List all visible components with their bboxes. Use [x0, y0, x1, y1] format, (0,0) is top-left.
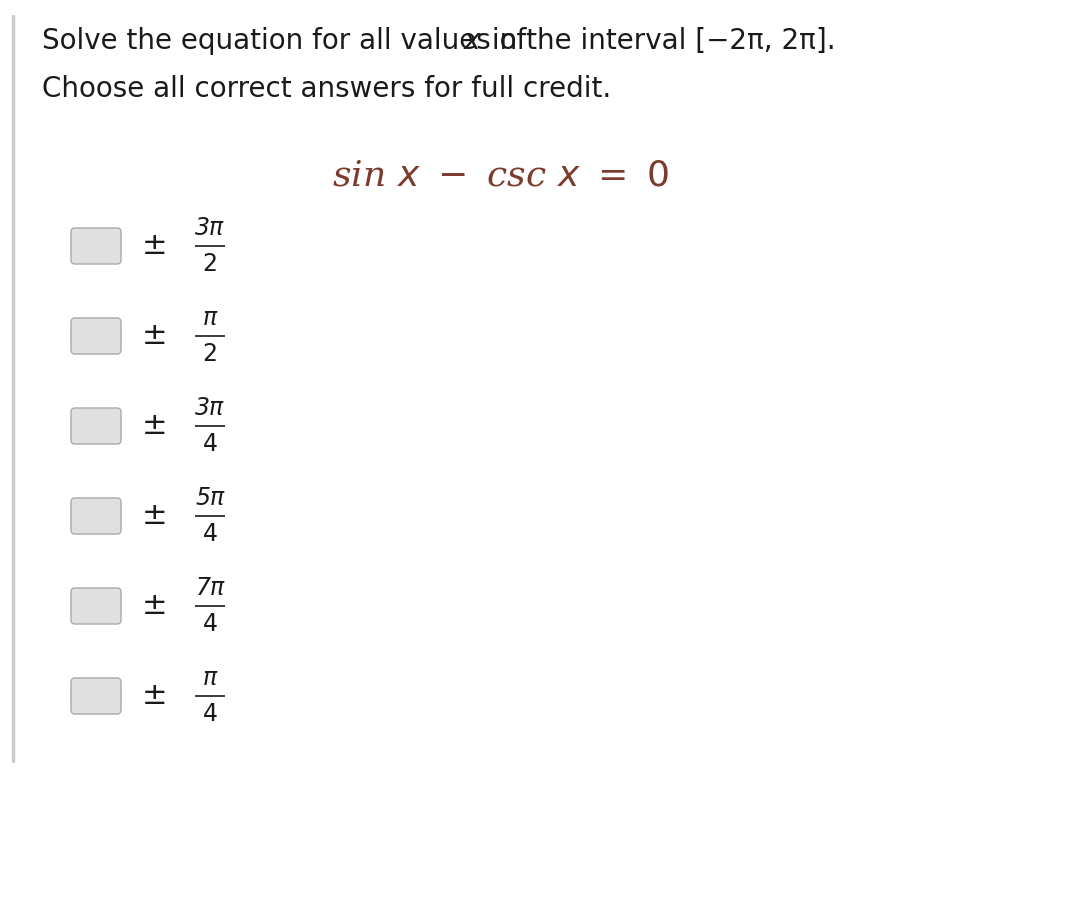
Text: in the interval [−2π, 2π].: in the interval [−2π, 2π]. [483, 27, 836, 55]
Text: 4: 4 [203, 702, 217, 726]
Text: ±: ± [143, 322, 167, 350]
Text: 4: 4 [203, 522, 217, 546]
FancyBboxPatch shape [71, 408, 121, 444]
Text: 3π: 3π [195, 396, 225, 420]
Text: 2: 2 [203, 252, 217, 276]
Text: ±: ± [143, 591, 167, 621]
FancyBboxPatch shape [71, 228, 121, 264]
Text: π: π [203, 666, 217, 690]
Text: $\mathregular{sin}\ \mathit{x}\ -\ \mathregular{csc}\ \mathit{x}\ =\ 0$: $\mathregular{sin}\ \mathit{x}\ -\ \math… [332, 159, 669, 193]
Text: 4: 4 [203, 612, 217, 636]
Text: 2: 2 [203, 342, 217, 366]
Text: Choose all correct answers for full credit.: Choose all correct answers for full cred… [42, 75, 611, 103]
Text: 7π: 7π [195, 576, 225, 600]
Text: 4: 4 [203, 432, 217, 456]
Text: 3π: 3π [195, 216, 225, 240]
Text: Solve the equation for all values of: Solve the equation for all values of [42, 27, 535, 55]
Text: π: π [203, 306, 217, 330]
Text: ±: ± [143, 502, 167, 531]
Text: x: x [463, 27, 480, 55]
FancyBboxPatch shape [71, 588, 121, 624]
FancyBboxPatch shape [71, 318, 121, 354]
Text: ±: ± [143, 232, 167, 260]
Text: 5π: 5π [195, 486, 225, 510]
FancyBboxPatch shape [71, 498, 121, 534]
Text: ±: ± [143, 681, 167, 711]
FancyBboxPatch shape [71, 678, 121, 714]
Text: ±: ± [143, 412, 167, 441]
